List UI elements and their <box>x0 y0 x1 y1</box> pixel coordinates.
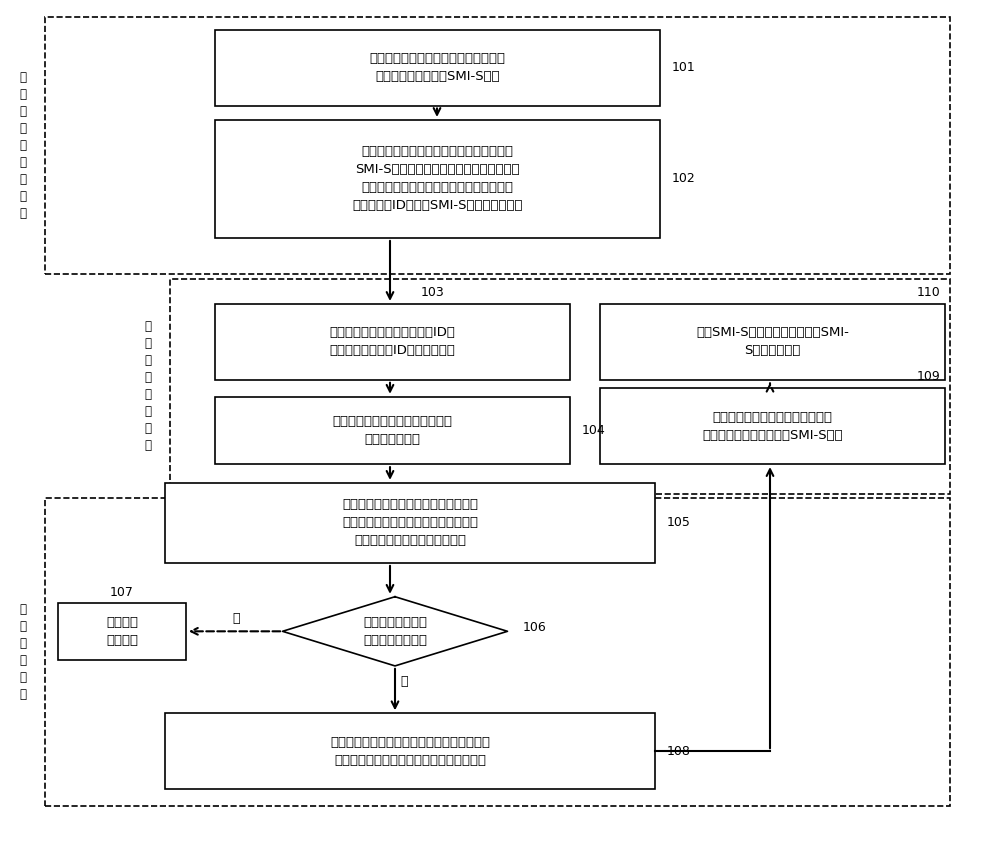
Text: 按照SMI-S规范数据格式对上述SMI-
S指标进行封装: 按照SMI-S规范数据格式对上述SMI- S指标进行封装 <box>696 327 849 357</box>
Text: 否: 否 <box>232 612 240 625</box>
Text: 采
集
执
行
模
块: 采 集 执 行 模 块 <box>20 603 26 701</box>
FancyBboxPatch shape <box>600 304 945 380</box>
Text: 按照转换公式对上述自定义格式数
据进行运算、转换，得到SMI-S指标: 按照转换公式对上述自定义格式数 据进行运算、转换，得到SMI-S指标 <box>702 411 843 441</box>
FancyBboxPatch shape <box>165 483 655 563</box>
Text: 104: 104 <box>582 424 606 437</box>
Text: 采
集
指
标
初
始
化
模
块: 采 集 指 标 初 始 化 模 块 <box>20 71 26 220</box>
FancyBboxPatch shape <box>165 713 655 789</box>
Text: 从配置数据库加载所述采集方式的配置
信息和运行参数，并将归并后的采集项
作为相应的采集方式的配置参数: 从配置数据库加载所述采集方式的配置 信息和运行参数，并将归并后的采集项 作为相应… <box>342 498 478 548</box>
Text: 101: 101 <box>672 61 696 74</box>
Text: 102: 102 <box>672 172 696 186</box>
FancyBboxPatch shape <box>215 397 570 464</box>
FancyBboxPatch shape <box>58 603 186 660</box>
Text: 106: 106 <box>523 620 546 634</box>
Text: 获取采集任务，该任务中包括待采集的
存储设备类型标识和SMI-S指标: 获取采集任务，该任务中包括待采集的 存储设备类型标识和SMI-S指标 <box>370 52 506 83</box>
Text: 是: 是 <box>400 674 408 688</box>
FancyBboxPatch shape <box>215 120 660 238</box>
Text: 判断是否可以成功
执行所述采集方式: 判断是否可以成功 执行所述采集方式 <box>363 616 427 647</box>
Text: 108: 108 <box>667 744 691 758</box>
Text: 109: 109 <box>916 371 940 383</box>
Text: 分解所述转换公式中的采集项ID，
将具有相同采集项ID的采集项归并: 分解所述转换公式中的采集项ID， 将具有相同采集项ID的采集项归并 <box>330 327 455 357</box>
FancyBboxPatch shape <box>215 304 570 380</box>
FancyBboxPatch shape <box>600 388 945 464</box>
FancyBboxPatch shape <box>215 30 660 106</box>
Text: 基于归并后的采集项，归并所述采
集项的采集方式: 基于归并后的采集项，归并所述采 集项的采集方式 <box>332 415 452 446</box>
Text: 记录执行
失败日志: 记录执行 失败日志 <box>106 616 138 647</box>
Text: 执行所述的采集方式采集监控数据并按自定义
格式转换数据，得到自定义格式的监控数据: 执行所述的采集方式采集监控数据并按自定义 格式转换数据，得到自定义格式的监控数据 <box>330 736 490 766</box>
Text: 110: 110 <box>916 286 940 299</box>
Text: 105: 105 <box>667 517 691 529</box>
Text: 根据所述采集任务中的存储设备类型标识和
SMI-S指标，从配置数据库加载存储设备类
型、存储设备的连接参数、以及用于将存储
设备采集项ID转换成SMI-S指标的: 根据所述采集任务中的存储设备类型标识和 SMI-S指标，从配置数据库加载存储设备… <box>352 145 523 213</box>
Text: 107: 107 <box>110 587 134 599</box>
Text: 指
标
转
换
处
理
模
块: 指 标 转 换 处 理 模 块 <box>144 320 152 452</box>
Text: 103: 103 <box>421 286 444 299</box>
